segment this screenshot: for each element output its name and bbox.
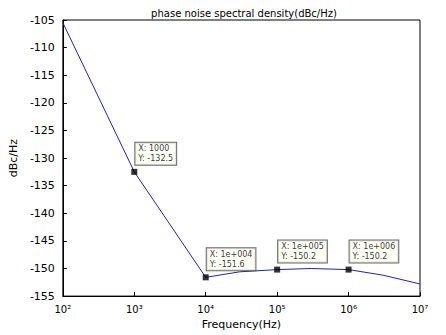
svg-text:Y: -150.2: Y: -150.2: [352, 252, 388, 261]
svg-text:-155: -155: [30, 290, 55, 303]
svg-text:-135: -135: [30, 179, 55, 192]
svg-text:X: 1e+005: X: 1e+005: [281, 242, 324, 251]
svg-text:Y: -151.6: Y: -151.6: [209, 260, 245, 269]
svg-text:Y: -132.5: Y: -132.5: [137, 154, 173, 163]
svg-text:X: 1000: X: 1000: [138, 144, 169, 153]
svg-text:-150: -150: [30, 262, 55, 275]
svg-text:10⁷: 10⁷: [412, 304, 429, 315]
svg-text:-145: -145: [30, 234, 55, 247]
svg-text:X: 1e+006: X: 1e+006: [353, 242, 396, 251]
svg-text:dBc/Hz: dBc/Hz: [7, 139, 20, 178]
svg-text:-115: -115: [30, 69, 55, 82]
svg-text:-110: -110: [30, 41, 55, 54]
svg-text:-120: -120: [30, 96, 55, 109]
svg-text:10⁵: 10⁵: [269, 304, 286, 315]
svg-text:10⁶: 10⁶: [340, 304, 357, 315]
svg-text:-125: -125: [30, 124, 55, 137]
svg-text:-130: -130: [30, 152, 55, 165]
svg-text:-105: -105: [30, 14, 55, 27]
svg-text:X: 1e+004: X: 1e+004: [210, 250, 253, 259]
svg-text:-140: -140: [30, 207, 55, 220]
svg-text:10³: 10³: [126, 304, 143, 315]
svg-text:Y: -150.2: Y: -150.2: [280, 252, 316, 261]
svg-text:Frequency(Hz): Frequency(Hz): [202, 318, 281, 331]
svg-text:10⁴: 10⁴: [197, 304, 214, 315]
svg-text:10²: 10²: [54, 304, 71, 315]
svg-text:phase noise spectral density(d: phase noise spectral density(dBc/Hz): [151, 8, 337, 19]
